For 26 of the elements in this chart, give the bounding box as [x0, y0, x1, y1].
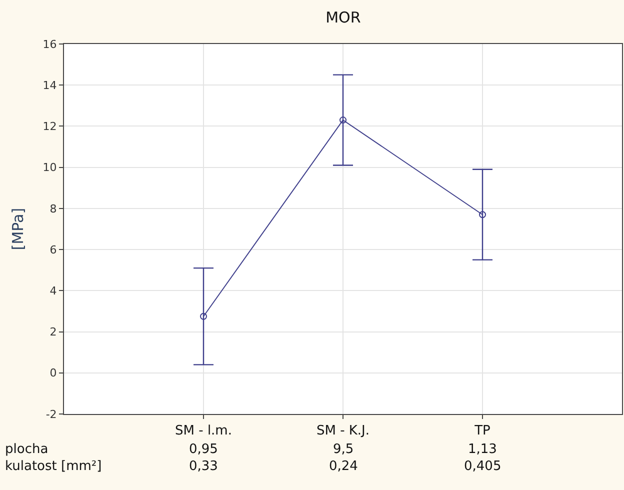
- text: 0,24: [329, 459, 358, 474]
- text: 0,95: [189, 442, 218, 457]
- point: [479, 211, 486, 218]
- y-tick-label: 12: [42, 120, 57, 134]
- y-tick-label: 6: [50, 243, 57, 256]
- y-tick-label: 8: [50, 202, 57, 216]
- text: 1,13: [468, 442, 497, 457]
- x-tick-label: SM - l.m.: [175, 424, 232, 439]
- chart-title: MOR: [326, 8, 361, 26]
- text: 0,33: [189, 459, 218, 474]
- point: [200, 312, 207, 320]
- y-tick-label: 16: [42, 38, 57, 51]
- y-tick-label: 10: [42, 161, 57, 174]
- text: 9,5: [333, 442, 354, 457]
- y-tick-label: 2: [50, 326, 57, 339]
- text: kulatost [mm²]: [5, 459, 102, 474]
- point: [340, 116, 346, 124]
- x-tick-label: TP: [474, 424, 491, 439]
- text: 0,405: [464, 459, 502, 474]
- y-axis-title: [MPa]: [9, 208, 28, 250]
- y-tick-label: 0: [50, 366, 57, 380]
- y-tick-label: 4: [50, 284, 57, 298]
- x-tick-label: SM - K.J.: [316, 424, 370, 439]
- text: plocha: [5, 442, 48, 457]
- y-tick-label: -2: [46, 408, 57, 421]
- y-tick-label: 14: [42, 78, 57, 92]
